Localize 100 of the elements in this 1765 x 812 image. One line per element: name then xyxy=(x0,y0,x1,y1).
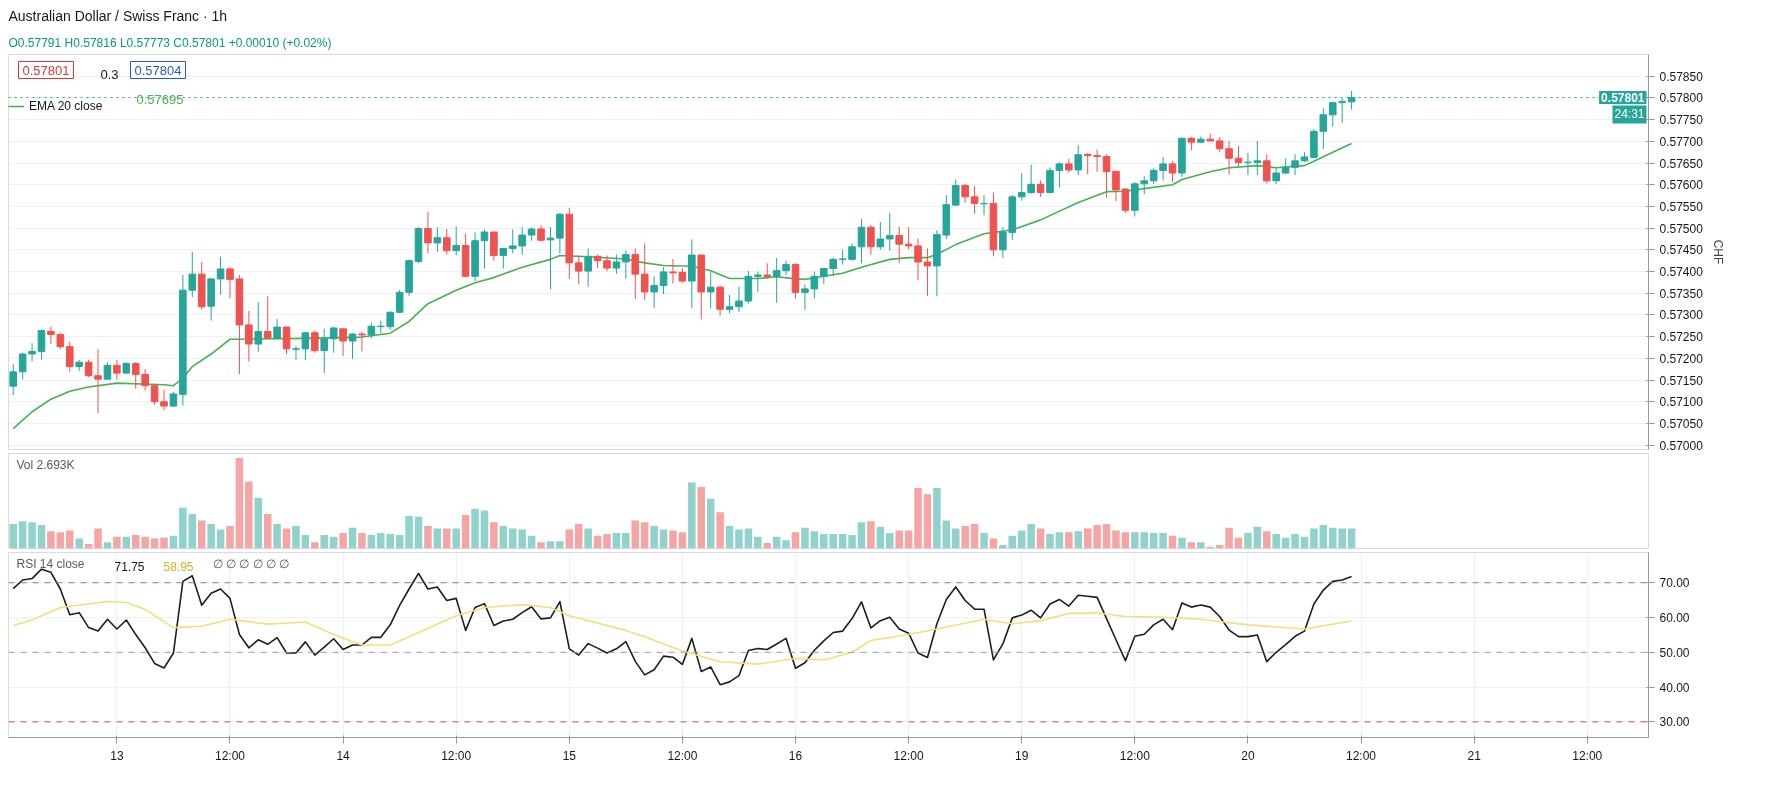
bar xyxy=(1263,531,1271,549)
candlestick xyxy=(782,260,790,276)
bar xyxy=(706,498,715,549)
bar xyxy=(65,530,74,549)
bar xyxy=(480,510,489,549)
y-tick-label: 60.00 xyxy=(1659,611,1690,626)
bar xyxy=(47,531,55,549)
y-tick-label: 0.57350 xyxy=(1659,286,1704,301)
candlestick xyxy=(622,250,630,280)
bar xyxy=(1055,532,1064,549)
candlestick xyxy=(263,295,272,339)
bar xyxy=(179,507,187,549)
bar xyxy=(556,541,564,549)
bar xyxy=(678,532,687,549)
annotation: 0.57804 xyxy=(134,62,182,78)
bar xyxy=(1149,533,1158,549)
bar xyxy=(160,537,168,549)
candlestick xyxy=(216,256,225,296)
bar xyxy=(640,522,649,549)
x-tick-label: 14 xyxy=(336,748,351,763)
y-tick-label: 0.57050 xyxy=(1659,416,1704,431)
bar xyxy=(226,525,234,549)
y-tick-label: 0.57400 xyxy=(1659,265,1704,280)
bar xyxy=(1310,528,1318,549)
bar xyxy=(1074,531,1083,549)
bar xyxy=(292,525,300,549)
bar xyxy=(914,487,922,549)
candlestick xyxy=(329,326,338,354)
x-tick-label: 12:00 xyxy=(441,748,472,763)
y-tick-label: 0.57850 xyxy=(1659,69,1704,84)
y-tick-label: 0.57650 xyxy=(1659,156,1704,171)
candlestick xyxy=(499,247,508,269)
annotation: 24:31 xyxy=(1614,107,1645,122)
candlestick xyxy=(508,228,517,254)
bar xyxy=(838,534,847,549)
candlestick xyxy=(18,352,27,381)
bar xyxy=(1225,527,1233,549)
candlestick xyxy=(490,231,498,262)
annotation: 0.57695 xyxy=(136,91,184,107)
bar xyxy=(574,524,583,549)
y-tick-label: 0.57150 xyxy=(1659,373,1704,388)
bar xyxy=(490,522,498,549)
x-tick-label: 15 xyxy=(562,748,577,763)
annotation: Vol 2.693K xyxy=(16,457,75,472)
bar xyxy=(791,532,800,549)
candlestick xyxy=(1102,153,1111,199)
y-tick-label: 0.57300 xyxy=(1659,308,1704,323)
bar xyxy=(876,526,885,549)
candlestick xyxy=(358,331,366,352)
candlestick xyxy=(188,251,197,298)
y-tick-label: 0.57600 xyxy=(1659,178,1704,193)
legend-label: EMA 20 close xyxy=(29,99,103,113)
bar xyxy=(1244,533,1252,549)
bar xyxy=(612,533,621,549)
bar xyxy=(405,515,413,549)
bar xyxy=(885,533,894,549)
y-tick-label: 0.57750 xyxy=(1659,113,1704,128)
y-tick-label: 0.57550 xyxy=(1659,199,1704,214)
candlestick xyxy=(282,326,291,355)
candlestick xyxy=(442,228,451,256)
x-tick-label: 13 xyxy=(110,748,124,763)
bar xyxy=(1197,542,1205,549)
candlestick xyxy=(65,341,74,373)
bar xyxy=(725,525,734,549)
candlestick xyxy=(584,248,592,288)
y-tick-label: 0.57250 xyxy=(1659,330,1704,345)
bar xyxy=(923,494,932,549)
candlestick xyxy=(1262,153,1271,184)
candlestick xyxy=(801,284,809,311)
candlestick xyxy=(311,329,319,354)
bar xyxy=(320,534,329,549)
candlestick xyxy=(1319,107,1328,150)
bar xyxy=(942,520,951,549)
bar xyxy=(1027,524,1035,549)
y-axis-title: CHF xyxy=(1710,239,1725,265)
bar xyxy=(603,534,611,549)
candlestick xyxy=(914,238,922,281)
annotation: 71.75 xyxy=(114,559,145,574)
candlestick xyxy=(650,275,658,309)
candlestick xyxy=(556,212,564,254)
candlestick xyxy=(631,248,640,300)
bar xyxy=(1272,534,1280,549)
bar xyxy=(622,533,630,549)
bar xyxy=(424,525,432,549)
candlestick xyxy=(904,226,913,250)
bar xyxy=(857,522,866,549)
y-tick-label: 0.57800 xyxy=(1659,91,1704,106)
y-tick-label: 0.57200 xyxy=(1659,351,1704,366)
x-tick-label: 12:00 xyxy=(893,748,924,763)
x-tick-label: 21 xyxy=(1467,748,1482,763)
bar xyxy=(735,529,743,549)
candlestick xyxy=(574,254,583,285)
y-tick-label: 30.00 xyxy=(1659,715,1690,730)
bar xyxy=(1253,526,1262,549)
candlestick xyxy=(951,179,960,207)
candlestick xyxy=(876,221,885,251)
candlestick xyxy=(113,359,121,381)
candlestick xyxy=(659,266,668,295)
candlestick xyxy=(273,318,281,339)
x-tick-label: 20 xyxy=(1241,748,1255,763)
